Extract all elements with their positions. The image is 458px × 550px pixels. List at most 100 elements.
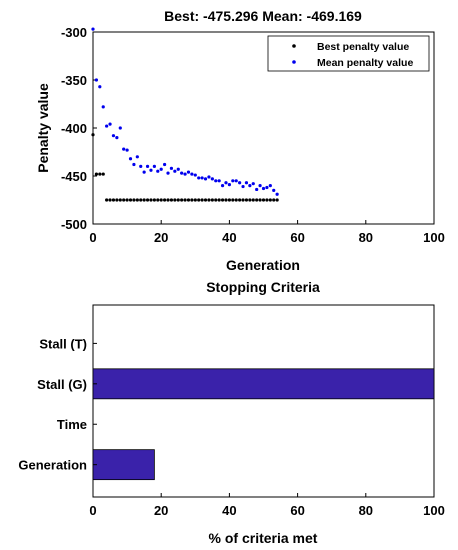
mean-penalty-point bbox=[115, 136, 119, 140]
mean-penalty-point bbox=[190, 172, 194, 176]
best-penalty-point bbox=[180, 198, 184, 202]
mean-penalty-point bbox=[255, 187, 259, 192]
best-penalty-point bbox=[265, 198, 269, 202]
mean-penalty-point bbox=[180, 171, 184, 175]
best-penalty-point bbox=[220, 198, 225, 202]
chart2-category-label: Stall (T) bbox=[39, 336, 87, 351]
best-penalty-point bbox=[149, 198, 153, 202]
chart1-series bbox=[91, 27, 279, 202]
mean-penalty-point bbox=[173, 169, 177, 173]
best-penalty-point bbox=[94, 172, 99, 176]
chart2-category-label: Generation bbox=[18, 458, 87, 473]
best-penalty-point bbox=[173, 198, 177, 202]
mean-penalty-point bbox=[132, 162, 136, 167]
mean-penalty-point bbox=[91, 27, 95, 31]
best-penalty-point bbox=[197, 198, 201, 202]
mean-penalty-point bbox=[238, 181, 242, 185]
mean-penalty-point bbox=[128, 157, 133, 161]
best-penalty-point bbox=[91, 133, 95, 137]
best-penalty-point bbox=[227, 198, 231, 202]
mean-penalty-point bbox=[118, 126, 122, 130]
mean-penalty-point bbox=[149, 168, 153, 172]
best-penalty-point bbox=[214, 198, 218, 202]
chart2-x-tick-label: 80 bbox=[359, 503, 373, 518]
mean-penalty-point bbox=[98, 85, 102, 89]
chart2-x-tick-label: 20 bbox=[154, 503, 168, 518]
best-penalty-point bbox=[210, 198, 214, 202]
mean-penalty-point bbox=[156, 169, 160, 173]
chart2-x-tick-label: 40 bbox=[222, 503, 236, 518]
chart1-y-axis-label: Penalty value bbox=[35, 83, 51, 173]
mean-penalty-point bbox=[186, 170, 191, 174]
mean-penalty-point bbox=[197, 176, 201, 180]
best-penalty-point bbox=[244, 198, 249, 202]
best-penalty-point bbox=[111, 198, 116, 202]
legend-label-mean: Mean penalty value bbox=[317, 57, 413, 69]
best-penalty-point bbox=[152, 198, 156, 202]
chart2-category-labels: Stall (T) Stall (G) Time Generation bbox=[18, 336, 97, 473]
mean-penalty-point bbox=[200, 176, 204, 180]
chart1-x-axis-label: Generation bbox=[226, 257, 300, 273]
best-penalty-point bbox=[166, 198, 170, 202]
chart2-x-ticks: 0 20 40 60 80 100 bbox=[89, 493, 445, 518]
legend-marker-mean bbox=[292, 60, 296, 64]
best-penalty-point bbox=[203, 198, 208, 202]
mean-penalty-point bbox=[248, 184, 252, 188]
mean-penalty-point bbox=[111, 134, 116, 138]
chart2-category-label: Stall (G) bbox=[37, 377, 87, 392]
chart1-x-tick-label: 100 bbox=[423, 230, 445, 245]
mean-penalty-point bbox=[101, 105, 105, 109]
best-penalty-point bbox=[108, 198, 112, 202]
chart1-x-tick-label: 20 bbox=[154, 230, 168, 245]
chart2-x-tick-label: 60 bbox=[290, 503, 304, 518]
mean-penalty-point bbox=[214, 179, 218, 183]
mean-penalty-point bbox=[217, 179, 221, 183]
stopping-criteria-chart: Stopping Criteria Stall (T) Stall (G) Time… bbox=[18, 279, 444, 546]
best-penalty-point bbox=[156, 198, 160, 202]
penalty-chart: Best: -475.296 Mean: -469.169 -300 -350 -4… bbox=[35, 8, 445, 273]
best-penalty-point bbox=[272, 198, 276, 202]
mean-penalty-point bbox=[152, 164, 156, 168]
chart1-x-tick-label: 40 bbox=[222, 230, 236, 245]
chart2-x-tick-label: 0 bbox=[89, 503, 96, 518]
best-penalty-point bbox=[248, 198, 252, 202]
chart1-x-tick-label: 80 bbox=[359, 230, 373, 245]
chart1-y-tick-label: -400 bbox=[61, 121, 87, 136]
chart1-y-tick-label: -500 bbox=[61, 217, 87, 232]
best-penalty-point bbox=[238, 198, 242, 202]
best-penalty-point bbox=[261, 198, 266, 202]
chart1-legend: Best penalty value Mean penalty value bbox=[267, 35, 430, 72]
chart1-y-tick-label: -300 bbox=[61, 25, 87, 40]
chart2-x-axis-label: % of criteria met bbox=[209, 530, 318, 546]
best-penalty-point bbox=[125, 198, 129, 202]
best-penalty-point bbox=[190, 198, 194, 202]
mean-penalty-point bbox=[244, 181, 249, 185]
mean-penalty-point bbox=[251, 182, 255, 186]
mean-penalty-point bbox=[272, 188, 276, 192]
best-penalty-point bbox=[268, 198, 272, 202]
mean-penalty-point bbox=[268, 184, 272, 188]
best-penalty-point bbox=[224, 198, 228, 202]
best-penalty-point bbox=[118, 198, 122, 202]
mean-penalty-point bbox=[176, 167, 180, 171]
legend-marker-best bbox=[292, 44, 296, 48]
chart2-x-tick-label: 100 bbox=[423, 503, 445, 518]
criteria-bar bbox=[92, 368, 435, 400]
best-penalty-point bbox=[105, 198, 109, 202]
mean-penalty-point bbox=[224, 181, 228, 185]
mean-penalty-point bbox=[163, 162, 167, 167]
best-penalty-point bbox=[231, 198, 235, 202]
best-penalty-point bbox=[241, 198, 245, 202]
chart2-category-label: Time bbox=[57, 417, 87, 432]
mean-penalty-point bbox=[159, 167, 163, 171]
chart1-y-ticks: -300 -350 -400 -450 -500 bbox=[61, 25, 97, 232]
chart1-x-ticks: 0 20 40 60 80 100 bbox=[89, 220, 445, 245]
mean-penalty-point bbox=[261, 186, 266, 191]
legend-box bbox=[267, 35, 430, 72]
best-penalty-point bbox=[132, 198, 136, 202]
mean-penalty-point bbox=[231, 179, 235, 183]
best-penalty-point bbox=[145, 198, 150, 202]
best-penalty-point bbox=[183, 198, 187, 202]
best-penalty-point bbox=[159, 198, 163, 202]
chart1-x-tick-label: 0 bbox=[89, 230, 96, 245]
